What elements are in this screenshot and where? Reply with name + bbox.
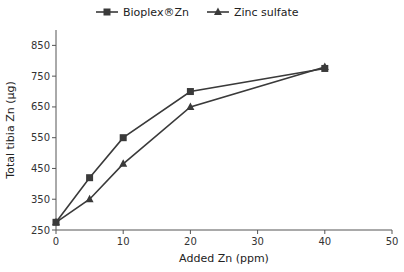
x-axis-label: Added Zn (ppm) <box>179 252 269 265</box>
x-tick-label: 40 <box>318 236 331 247</box>
y-tick-label: 550 <box>31 132 50 143</box>
legend-label: Bioplex®Zn <box>123 6 189 19</box>
x-tick <box>123 230 124 234</box>
data-point <box>186 102 194 110</box>
x-tick <box>257 230 258 234</box>
chart-container: 0 10 20 30 40 50 250 350 450 550 650 750 850 Added Zn… <box>0 0 404 272</box>
y-tick <box>52 199 56 200</box>
x-tick-label: 50 <box>386 236 399 247</box>
legend-marker <box>104 9 111 16</box>
legend-label: Zinc sulfate <box>234 6 299 19</box>
data-point <box>120 134 127 141</box>
y-tick-label: 350 <box>31 194 50 205</box>
y-tick <box>52 230 56 231</box>
y-tick-label: 750 <box>31 71 50 82</box>
y-tick-label: 450 <box>31 163 50 174</box>
legend-marker <box>214 8 222 16</box>
data-point <box>86 195 94 203</box>
y-tick <box>52 137 56 138</box>
y-tick <box>52 168 56 169</box>
y-axis-line <box>56 30 57 230</box>
data-point <box>187 88 194 95</box>
y-tick <box>52 45 56 46</box>
series-line <box>56 68 325 222</box>
x-tick-label: 0 <box>53 236 59 247</box>
y-tick <box>52 106 56 107</box>
chart: 0 10 20 30 40 50 250 350 450 550 650 750 850 Added Zn… <box>0 0 404 272</box>
y-tick-label: 250 <box>31 225 50 236</box>
y-tick-label: 850 <box>31 40 50 51</box>
data-point <box>86 174 93 181</box>
x-tick-label: 30 <box>251 236 264 247</box>
data-point <box>119 159 127 167</box>
plot-area <box>52 62 329 225</box>
x-tick <box>324 230 325 234</box>
x-tick <box>56 230 57 234</box>
x-tick-label: 20 <box>184 236 197 247</box>
y-tick-label: 650 <box>31 101 50 112</box>
x-tick-label: 10 <box>117 236 130 247</box>
y-tick <box>52 76 56 77</box>
series-line <box>56 67 325 222</box>
x-tick <box>190 230 191 234</box>
data-point <box>52 218 60 226</box>
y-axis-label: Total tibia Zn (µg) <box>4 81 17 179</box>
x-tick <box>392 230 393 234</box>
x-axis-line <box>56 230 392 231</box>
legend: Bioplex®Zn Zinc sulfate <box>96 6 299 19</box>
data-point <box>321 62 329 70</box>
